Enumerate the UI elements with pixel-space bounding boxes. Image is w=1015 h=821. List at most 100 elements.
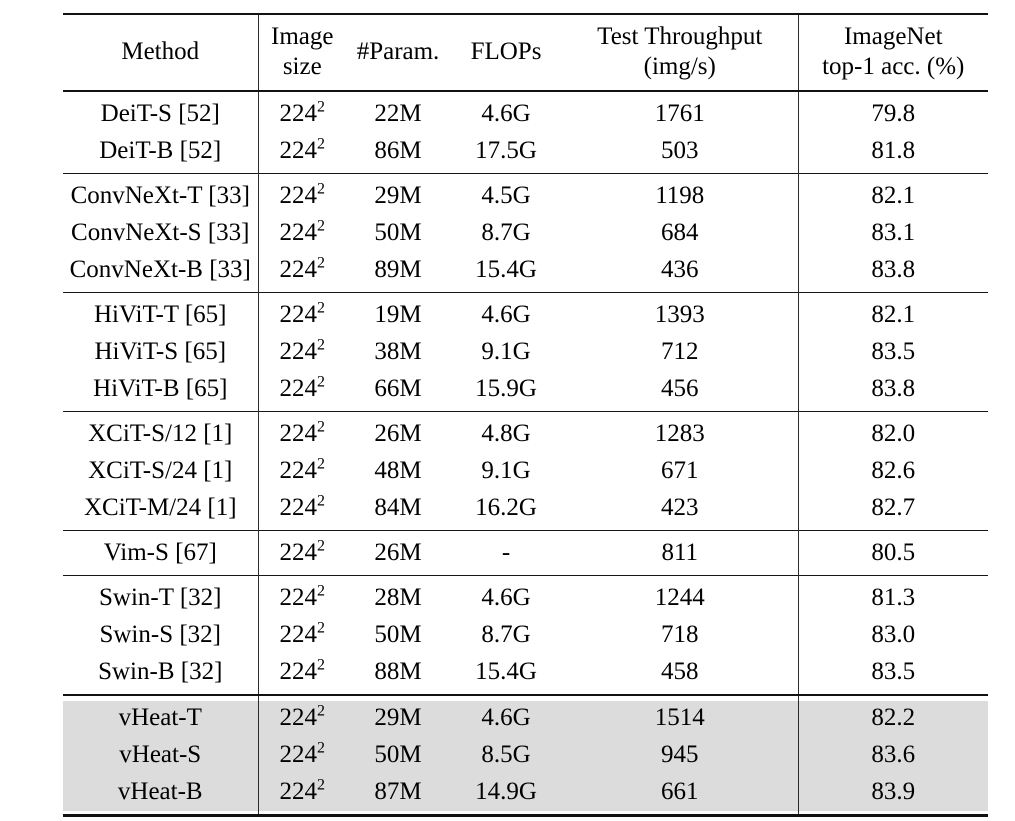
acc-cell: 83.6 (798, 736, 988, 773)
params-cell: 26M (346, 412, 450, 453)
flops-value: 9.1G (481, 456, 531, 484)
params-cell: 26M (346, 531, 450, 576)
params-cell: 29M (346, 174, 450, 215)
method-value: ConvNeXt-B [33] (69, 255, 251, 283)
table-row: vHeat-T 2242 29M 4.6G 1514 82.2 (63, 695, 988, 736)
image-size-value: 224 (279, 620, 318, 648)
method-value: vHeat-T (118, 703, 202, 731)
params-value: 50M (374, 218, 422, 246)
throughput-value: 456 (661, 374, 699, 402)
params-cell: 38M (346, 333, 450, 370)
flops-value: 4.8G (481, 419, 531, 447)
flops-cell: 4.8G (450, 412, 562, 453)
column-header-image-size: Image size (258, 14, 346, 92)
params-cell: 66M (346, 370, 450, 412)
acc-value: 80.5 (871, 538, 916, 566)
acc-cell: 82.1 (798, 293, 988, 334)
image-size-value: 224 (279, 99, 318, 127)
flops-value: 4.6G (481, 99, 531, 127)
acc-cell: 79.8 (798, 91, 988, 132)
method-cell: Swin-S [32] (63, 616, 259, 653)
group-hivit: HiViT-T [65] 2242 19M 4.6G 1393 82.1 HiViT-S [… (63, 292, 988, 412)
method-value: DeiT-S [52] (100, 99, 220, 127)
method-value: HiViT-S [65] (94, 337, 227, 365)
table-header-row: Method Image size #Param. FLOPs Test Throughp… (63, 14, 988, 92)
flops-cell: - (450, 531, 562, 576)
flops-cell: 16.2G (450, 489, 562, 531)
method-cell: ConvNeXt-T [33] (63, 173, 259, 214)
flops-cell: 9.1G (450, 333, 562, 370)
acc-value: 83.5 (871, 337, 916, 365)
table-row: XCiT-M/24 [1] 2242 84M 16.2G 423 82.7 (63, 489, 988, 531)
params-value: 22M (374, 99, 422, 127)
acc-value: 83.1 (871, 218, 916, 246)
group-swin: Swin-T [32] 2242 28M 4.6G 1244 81.3 Swin-S [32… (63, 575, 988, 695)
image-size-exponent: 2 (317, 702, 325, 720)
flops-value: 16.2G (475, 493, 537, 521)
image-size-exponent: 2 (317, 336, 325, 354)
params-cell: 50M (346, 214, 450, 251)
acc-cell: 82.1 (798, 174, 988, 215)
image-size-exponent: 2 (317, 373, 325, 391)
throughput-cell: 458 (562, 653, 799, 695)
table-row: HiViT-T [65] 2242 19M 4.6G 1393 82.1 (63, 292, 988, 334)
image-size-value: 224 (279, 538, 318, 566)
flops-value: 15.9G (475, 374, 537, 402)
throughput-cell: 684 (562, 214, 799, 251)
flops-value: - (501, 538, 511, 566)
column-header-throughput-line: (img/s) (643, 53, 716, 80)
throughput-cell: 1283 (562, 411, 799, 452)
acc-value: 81.3 (871, 583, 916, 611)
flops-value: 4.6G (481, 583, 531, 611)
header-row: Method Image size #Param. FLOPs Test Throughp… (63, 14, 988, 92)
acc-value: 83.5 (871, 657, 916, 685)
flops-cell: 4.6G (450, 91, 562, 132)
method-cell: XCiT-M/24 [1] (63, 489, 259, 531)
params-cell: 19M (346, 293, 450, 334)
method-cell: ConvNeXt-S [33] (63, 214, 259, 251)
flops-cell: 4.6G (450, 576, 562, 617)
flops-cell: 4.6G (450, 293, 562, 334)
params-cell: 50M (346, 616, 450, 653)
acc-value: 82.1 (871, 181, 916, 209)
acc-value: 82.2 (871, 703, 916, 731)
flops-cell: 4.5G (450, 174, 562, 215)
flops-cell: 9.1G (450, 452, 562, 489)
image-size-cell: 2242 (258, 489, 346, 531)
params-value: 28M (374, 583, 422, 611)
image-size-exponent: 2 (317, 217, 325, 235)
params-value: 26M (374, 419, 422, 447)
column-header-params-line: #Param. (356, 38, 440, 65)
acc-cell: 83.8 (798, 251, 988, 293)
acc-cell: 83.9 (798, 773, 988, 816)
throughput-value: 1761 (654, 99, 705, 127)
method-value: Swin-B [32] (98, 657, 223, 685)
column-header-imagenet-acc: ImageNet top-1 acc. (%) (798, 14, 988, 92)
image-size-exponent: 2 (317, 619, 325, 637)
group-vim: Vim-S [67] 2242 26M - 811 80.5 (63, 530, 988, 576)
table-row: Vim-S [67] 2242 26M - 811 80.5 (63, 530, 988, 576)
throughput-cell: 1514 (562, 695, 799, 736)
flops-value: 8.7G (481, 218, 531, 246)
params-value: 50M (374, 740, 422, 768)
acc-value: 83.8 (871, 255, 916, 283)
image-size-cell: 2242 (258, 132, 346, 174)
image-size-value: 224 (279, 136, 318, 164)
method-cell: ConvNeXt-B [33] (63, 251, 259, 293)
image-size-value: 224 (279, 300, 318, 328)
image-size-exponent: 2 (317, 492, 325, 510)
model-comparison-table: Method Image size #Param. FLOPs Test Throughp… (63, 13, 988, 817)
method-value: Swin-T [32] (99, 583, 222, 611)
image-size-cell: 2242 (258, 616, 346, 653)
image-size-cell: 2242 (258, 333, 346, 370)
flops-value: 8.7G (481, 620, 531, 648)
column-header-image-size-line: Image (271, 23, 334, 50)
group-convnext: ConvNeXt-T [33] 2242 29M 4.5G 1198 82.1 ConvNe… (63, 173, 988, 293)
column-header-flops: FLOPs (450, 14, 562, 92)
params-value: 50M (374, 620, 422, 648)
image-size-cell: 2242 (258, 293, 346, 334)
params-value: 89M (374, 255, 422, 283)
params-value: 29M (374, 703, 422, 731)
method-value: XCiT-S/24 [1] (88, 456, 233, 484)
